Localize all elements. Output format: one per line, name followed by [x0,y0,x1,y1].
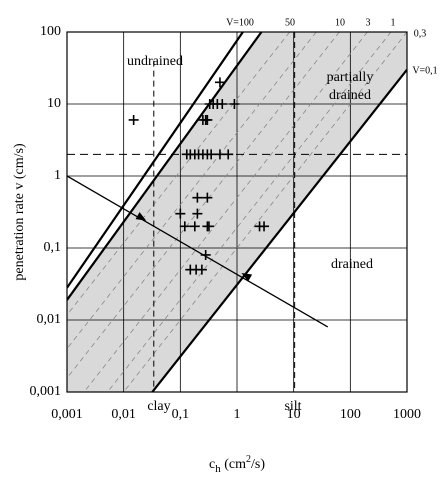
y-tick-label: 0,01 [37,312,62,327]
arrow-point [241,272,253,282]
annotation: drained [331,257,373,272]
y-tick-label: 0,1 [44,240,62,255]
point [196,264,207,275]
point [175,208,186,219]
arrow-line [67,175,329,328]
point [202,114,213,125]
y-tick-label: 0,001 [30,384,62,399]
v-line [123,32,407,392]
point [223,149,234,160]
annotation: V=0,1 [412,65,437,76]
annotation: undrained [127,54,183,69]
x-axis-label: ch (cm2/s) [209,454,265,474]
annotation: 3 [366,17,371,28]
y-tick-label: 1 [54,168,61,183]
x-label-part: h [215,463,221,475]
point [192,208,203,219]
v-line [67,32,290,392]
plot-border [66,31,408,393]
point [128,114,139,125]
boundary-line [151,68,407,392]
annotation: 10 [335,17,345,28]
x-tick-label: 0,01 [111,407,136,422]
point [214,77,225,88]
y-tick-label: 100 [40,24,61,39]
point [189,221,200,232]
annotation: 1 [391,17,396,28]
annotation: drained [329,88,371,103]
annotation: silt [284,399,301,414]
boundary-line [67,32,263,301]
y-axis-label: penetration rate v (cm/s) [12,143,27,281]
point [179,221,190,232]
point [217,99,228,109]
point [192,192,203,203]
point [206,149,217,160]
annotation: 50 [285,17,295,28]
annotation: 0,3 [414,28,427,39]
point [202,192,213,203]
boundary-line [67,32,244,289]
y-tick-label: 10 [47,96,61,111]
point [229,99,240,109]
point [203,221,214,232]
x-tick-label: 0,1 [172,407,190,422]
annotation: clay [147,399,170,414]
x-label-part: /s) [251,457,265,472]
v-line [67,32,317,392]
x-label-part: (cm [221,457,246,472]
x-label-part: 2 [246,454,251,465]
annotation: V=100 [226,17,254,28]
x-tick-label: 1000 [393,407,421,422]
x-label-part: c [209,457,215,472]
x-tick-label: 10 [287,407,301,422]
point [200,249,211,260]
band-lines [67,32,407,392]
point [259,221,270,232]
x-tick-label: 0,001 [51,407,83,422]
x-tick-label: 1 [234,407,241,422]
annotation: partially [327,70,374,85]
plot-lines [67,32,407,392]
arrow-point [135,212,147,221]
x-tick-label: 100 [340,407,361,422]
v-line [107,32,392,392]
v-line [83,32,368,392]
